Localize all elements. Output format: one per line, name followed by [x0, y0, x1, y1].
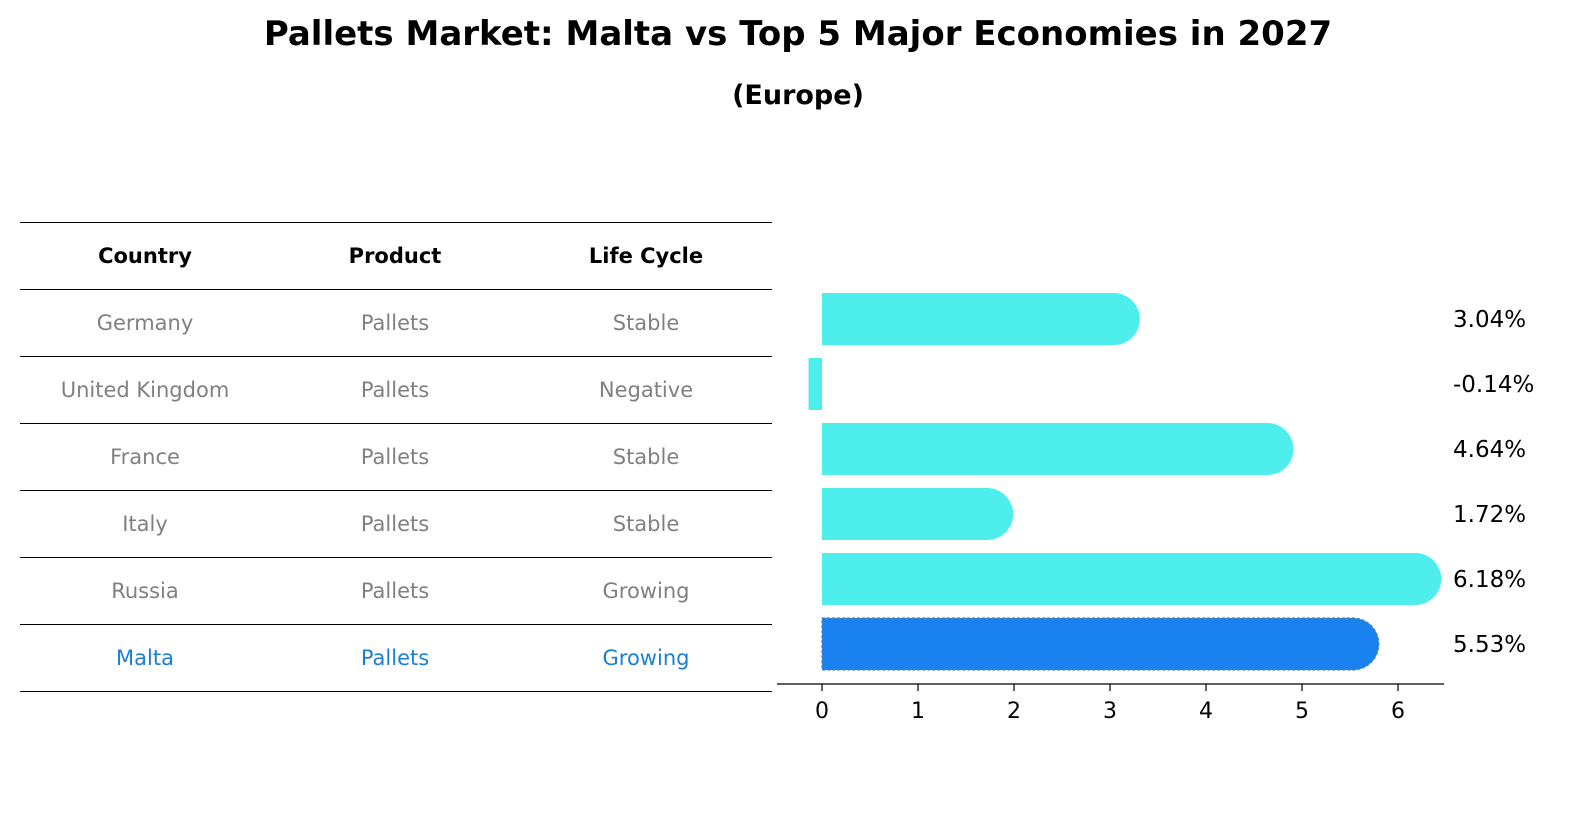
- bar-value-label: 4.64%: [1453, 437, 1526, 463]
- bar: [821, 617, 1380, 671]
- x-axis-tick-label: 3: [1103, 699, 1117, 724]
- cell-product: Pallets: [270, 356, 520, 424]
- bar-value-label: 1.72%: [1453, 502, 1526, 528]
- table-row: Germany Pallets Stable: [20, 289, 772, 357]
- cell-product: Pallets: [270, 423, 520, 491]
- table-row-highlighted: Malta Pallets Growing: [20, 624, 772, 692]
- x-axis-tick-label: 6: [1391, 699, 1405, 724]
- table-row: Russia Pallets Growing: [20, 557, 772, 625]
- chart-subtitle: (Europe): [732, 80, 864, 111]
- cell-life-cycle: Growing: [520, 624, 772, 692]
- bar: [822, 423, 1294, 475]
- country-table: Country Product Life Cycle Germany Palle…: [20, 222, 772, 692]
- bar-value-label: 6.18%: [1453, 567, 1526, 593]
- cell-life-cycle: Negative: [520, 356, 772, 424]
- cell-country: Russia: [20, 557, 270, 625]
- cell-product: Pallets: [270, 624, 520, 692]
- chart-title: Pallets Market: Malta vs Top 5 Major Eco…: [263, 14, 1333, 54]
- table-row: Italy Pallets Stable: [20, 490, 772, 558]
- cell-product: Pallets: [270, 490, 520, 558]
- cell-product: Pallets: [270, 289, 520, 357]
- x-axis-tick-label: 4: [1199, 699, 1213, 724]
- bar: [822, 553, 1442, 605]
- cell-life-cycle: Stable: [520, 423, 772, 491]
- cell-country: Germany: [20, 289, 270, 357]
- bar-value-label: -0.14%: [1453, 372, 1534, 398]
- cell-product: Pallets: [270, 557, 520, 625]
- x-axis-tick-label: 1: [911, 699, 925, 724]
- bar: [822, 293, 1140, 345]
- bar-value-label: 5.53%: [1453, 632, 1526, 658]
- bar-chart: 3.04% -0.14% 4.64% 1.72% 6.18% 5.53% 0 1 2 3 4 5 6: [777, 293, 1534, 724]
- cell-country: United Kingdom: [20, 356, 270, 424]
- cell-life-cycle: Stable: [520, 289, 772, 357]
- header-life-cycle: Life Cycle: [520, 222, 772, 290]
- cell-life-cycle: Stable: [520, 490, 772, 558]
- x-axis-tick-label: 0: [815, 699, 829, 724]
- table-row: France Pallets Stable: [20, 423, 772, 491]
- bar: [822, 488, 1014, 540]
- header-country: Country: [20, 222, 270, 290]
- table-row: United Kingdom Pallets Negative: [20, 356, 772, 424]
- x-axis-tick-label: 2: [1007, 699, 1021, 724]
- bar-value-label: 3.04%: [1453, 307, 1526, 333]
- cell-country: France: [20, 423, 270, 491]
- cell-country: Italy: [20, 490, 270, 558]
- header-product: Product: [270, 222, 520, 290]
- bar: [808, 358, 822, 410]
- x-axis-tick-label: 5: [1295, 699, 1309, 724]
- cell-country: Malta: [20, 624, 270, 692]
- cell-life-cycle: Growing: [520, 557, 772, 625]
- table-header-row: Country Product Life Cycle: [20, 222, 772, 290]
